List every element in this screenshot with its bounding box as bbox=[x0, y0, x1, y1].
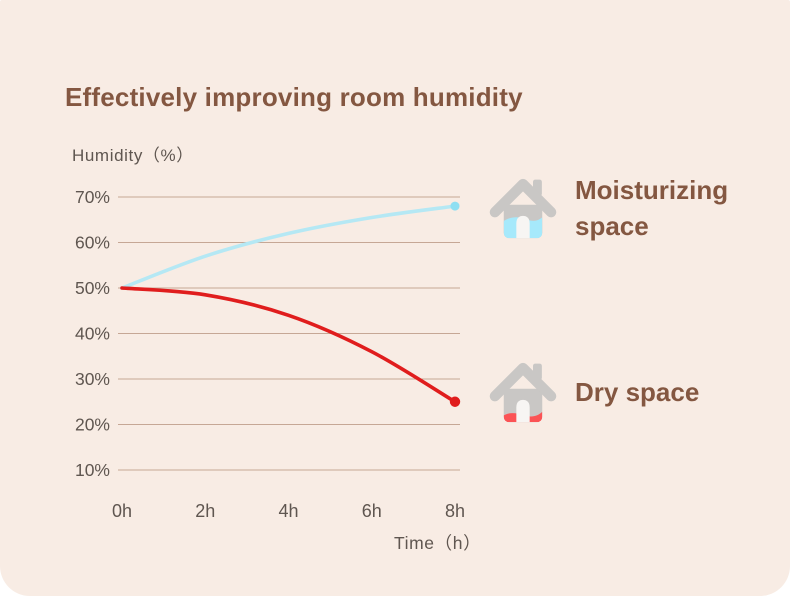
y-tick-label: 60% bbox=[75, 233, 110, 253]
x-tick-label: 4h bbox=[278, 501, 298, 521]
moisturizing-house-icon bbox=[489, 178, 557, 239]
house-door bbox=[516, 399, 530, 423]
x-axis-title: Time（h） bbox=[394, 533, 482, 553]
y-tick-label: 20% bbox=[75, 415, 110, 435]
x-tick-label: 2h bbox=[195, 501, 215, 521]
series-line-dry-space bbox=[120, 286, 457, 404]
x-tick-label: 0h bbox=[112, 501, 132, 521]
humidity-line-chart: 70% 60% 50% 40% 30% 20% 10% 0h 2h 4h 6h 8h bbox=[75, 187, 465, 521]
background-panel bbox=[0, 0, 790, 596]
roof bbox=[489, 178, 557, 218]
y-tick-label: 40% bbox=[75, 324, 110, 344]
y-tick-label: 10% bbox=[75, 460, 110, 480]
x-tick-label: 6h bbox=[362, 501, 382, 521]
house-door bbox=[516, 215, 530, 239]
series-end-dot-moisturizing-space bbox=[450, 201, 460, 211]
roof bbox=[489, 362, 557, 402]
x-tick-labels: 0h 2h 4h 6h 8h bbox=[112, 501, 465, 521]
series-end-dot-dry-space bbox=[449, 396, 461, 407]
y-tick-labels: 70% 60% 50% 40% 30% 20% 10% bbox=[75, 187, 110, 480]
gridlines bbox=[118, 196, 460, 471]
page-title: Effectively improving room humidity bbox=[65, 82, 523, 112]
legend-dry-label: Dry space bbox=[575, 377, 700, 407]
y-axis-title: Humidity（%） bbox=[72, 146, 194, 165]
x-tick-label: 8h bbox=[445, 501, 465, 521]
legend-moisturizing-label: Moisturizing space bbox=[575, 175, 729, 241]
dry-house-icon bbox=[489, 362, 557, 423]
y-tick-label: 30% bbox=[75, 369, 110, 389]
series-line-moisturizing-space bbox=[120, 204, 457, 290]
y-tick-label: 70% bbox=[75, 187, 110, 207]
y-tick-label: 50% bbox=[75, 278, 110, 298]
